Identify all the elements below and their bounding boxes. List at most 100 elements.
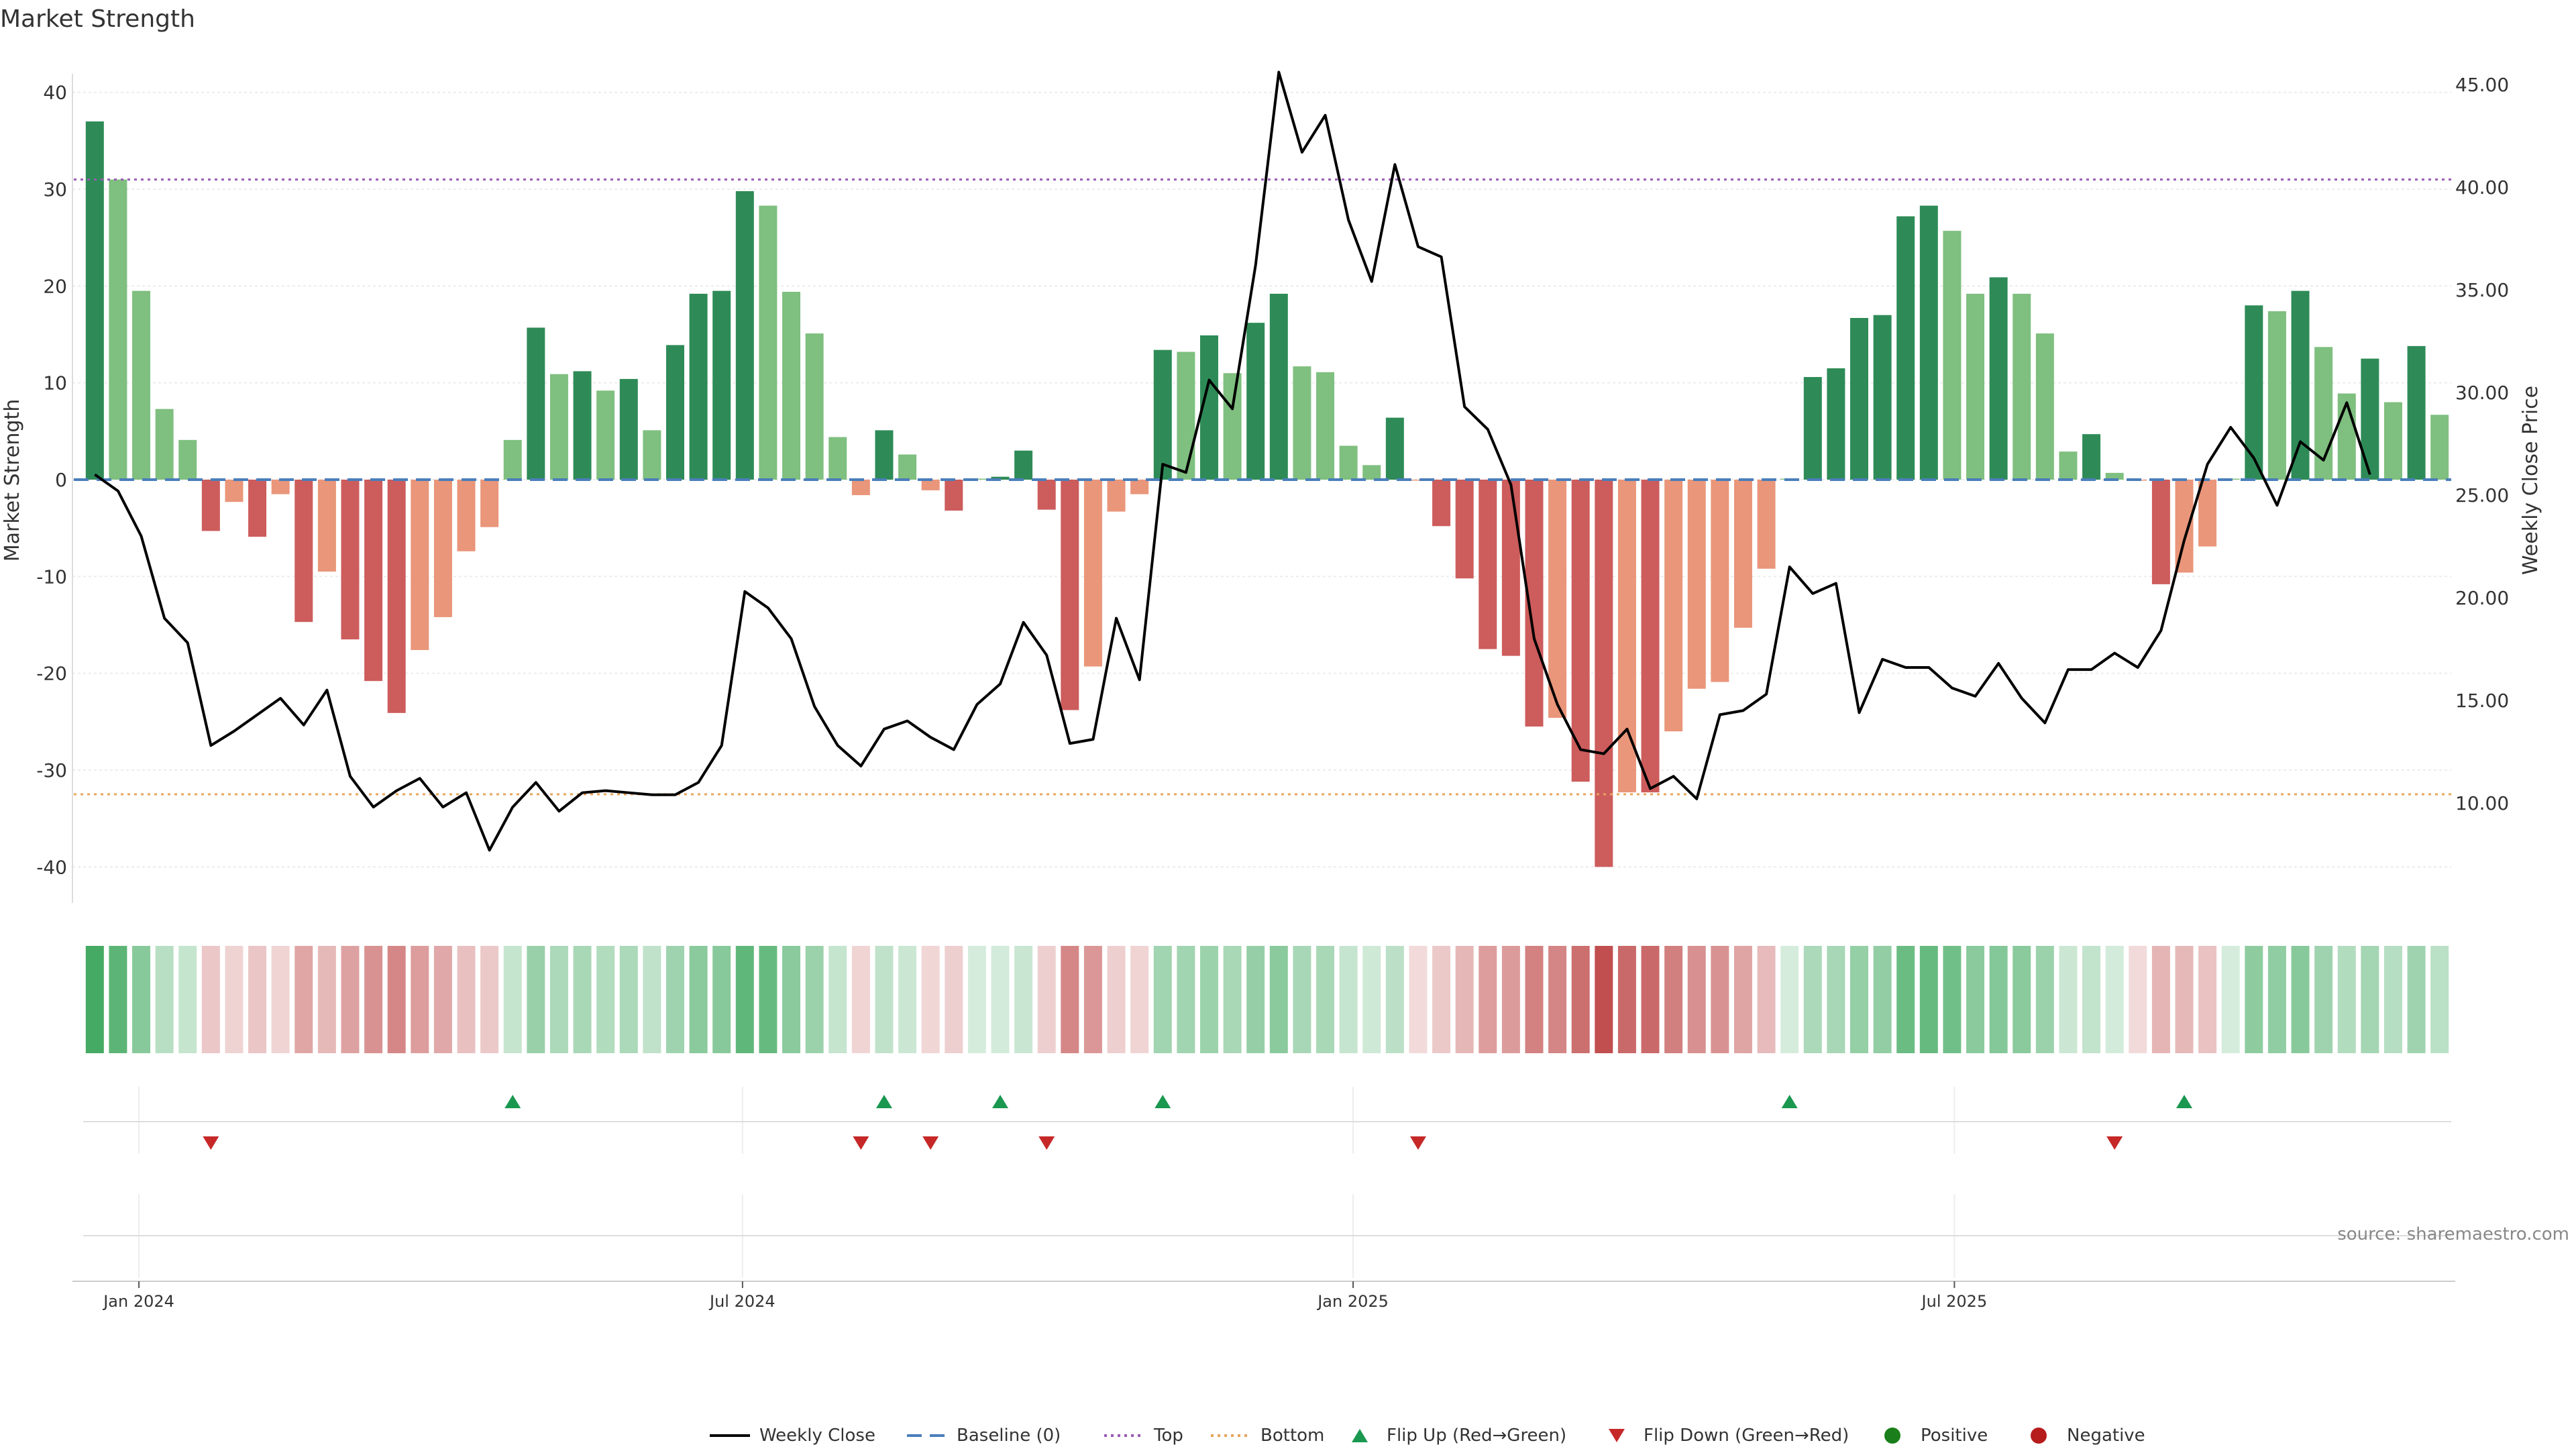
legend-positive-symbol: [1884, 1428, 1900, 1444]
strength-bar: [1362, 465, 1381, 480]
heat-cell: [1733, 946, 1752, 1053]
heat-cell: [1711, 946, 1729, 1053]
strength-bar: [1293, 366, 1311, 480]
heat-cell: [271, 946, 290, 1053]
strength-bar: [317, 480, 336, 572]
heat-cell: [1571, 946, 1590, 1053]
y2-tick-label: 10.00: [2455, 792, 2509, 814]
heat-cell: [480, 946, 499, 1053]
heat-cell: [1269, 946, 1288, 1053]
strength-bar: [1037, 480, 1056, 510]
heat-cell: [945, 946, 963, 1053]
strength-bar: [1177, 352, 1195, 480]
strength-bar: [109, 179, 127, 480]
heat-cell: [2129, 946, 2147, 1053]
strength-bar: [294, 480, 313, 623]
strength-bar: [875, 430, 894, 480]
strength-bar: [1339, 445, 1358, 480]
heat-cell: [1153, 946, 1172, 1053]
strength-bar: [2291, 290, 2310, 480]
heat-cell: [1664, 946, 1683, 1053]
strength-bar: [805, 333, 824, 480]
strength-bar: [1479, 480, 1497, 649]
y2-tick-label: 40.00: [2455, 176, 2509, 199]
strength-bar: [433, 480, 452, 617]
legend: Weekly Close Baseline (0) Top Bottom Flip Up…: [710, 1426, 2145, 1446]
y-axis-label: Market Strength: [1, 399, 24, 561]
heat-cell: [782, 946, 801, 1053]
weekly-close-line: [94, 70, 2371, 852]
heat-cell: [248, 946, 267, 1053]
heat-cell: [1385, 946, 1404, 1053]
heat-cell: [85, 946, 104, 1053]
heat-cell: [735, 946, 754, 1053]
strength-bar: [2059, 451, 2078, 480]
chart-title: Market Strength: [0, 5, 195, 33]
strength-bar: [2082, 434, 2101, 480]
heat-cell: [1757, 946, 1776, 1053]
heat-cell: [2291, 946, 2310, 1053]
strength-bar: [155, 409, 174, 480]
heat-cell: [643, 946, 661, 1053]
strength-bar: [132, 290, 151, 480]
strength-bar: [2012, 293, 2031, 480]
strength-bar: [1711, 480, 1729, 682]
strength-panel: 40 30 20 10 0 -10 -20 -30 -40 45.00 40.00 35.00 30.0…: [36, 70, 2509, 903]
strength-bar: [387, 480, 406, 713]
heat-cell: [527, 946, 545, 1053]
legend-label: Baseline (0): [957, 1426, 1061, 1446]
flip-up-marker: [992, 1095, 1009, 1108]
strength-bar: [945, 480, 963, 511]
strength-bar: [1641, 480, 1660, 793]
legend-flip-down-symbol: [1609, 1429, 1625, 1442]
heat-cell: [457, 946, 476, 1053]
heat-cell: [1223, 946, 1242, 1053]
y2-axis-label: Weekly Close Price: [2519, 386, 2542, 575]
strength-bar: [271, 480, 290, 494]
strength-bar: [1803, 377, 1822, 480]
heat-cell: [1246, 946, 1265, 1053]
heat-cell: [2337, 946, 2356, 1053]
heat-cell: [1803, 946, 1822, 1053]
heat-cell: [1339, 946, 1358, 1053]
legend-flip-up-symbol: [1352, 1429, 1368, 1442]
y2-tick-label: 15.00: [2455, 690, 2509, 712]
strength-bar: [1061, 480, 1079, 710]
x-tick-label: Jan 2025: [1316, 1292, 1389, 1311]
strength-bar: [1246, 323, 1265, 480]
heat-cell: [1896, 946, 1915, 1053]
strength-bar: [735, 191, 754, 480]
strength-bar: [549, 374, 568, 480]
heat-cell: [155, 946, 174, 1053]
heat-cell: [2245, 946, 2263, 1053]
heat-cell: [1083, 946, 1102, 1053]
heat-cell: [1501, 946, 1520, 1053]
flip-down-marker: [922, 1136, 939, 1150]
legend-negative-symbol: [2031, 1428, 2047, 1444]
strength-bar: [1432, 480, 1451, 527]
legend-label: Weekly Close: [759, 1426, 875, 1446]
strength-bar: [619, 378, 638, 480]
y-tick-label: 10: [43, 372, 67, 394]
strength-bar: [457, 480, 476, 551]
strength-bar: [2151, 480, 2170, 584]
flip-up-marker: [875, 1095, 892, 1108]
strength-bar: [1896, 216, 1915, 480]
strength-bar: [1385, 417, 1404, 480]
strength-bar: [1664, 480, 1683, 732]
strength-bar: [1687, 480, 1706, 689]
x-tick-label: Jan 2024: [102, 1292, 174, 1311]
strength-bar: [1107, 480, 1126, 512]
strength-bar: [341, 480, 360, 640]
heat-cell: [1014, 946, 1033, 1053]
strength-bar: [2407, 345, 2426, 480]
strength-bar: [828, 437, 847, 480]
strength-bar: [225, 480, 244, 502]
strength-bar: [2361, 358, 2379, 480]
strength-bar: [991, 476, 1010, 480]
flip-up-marker: [1155, 1095, 1171, 1108]
flip-up-marker: [504, 1095, 521, 1108]
strength-bar: [1316, 372, 1335, 480]
flip-up-marker: [2176, 1095, 2193, 1108]
